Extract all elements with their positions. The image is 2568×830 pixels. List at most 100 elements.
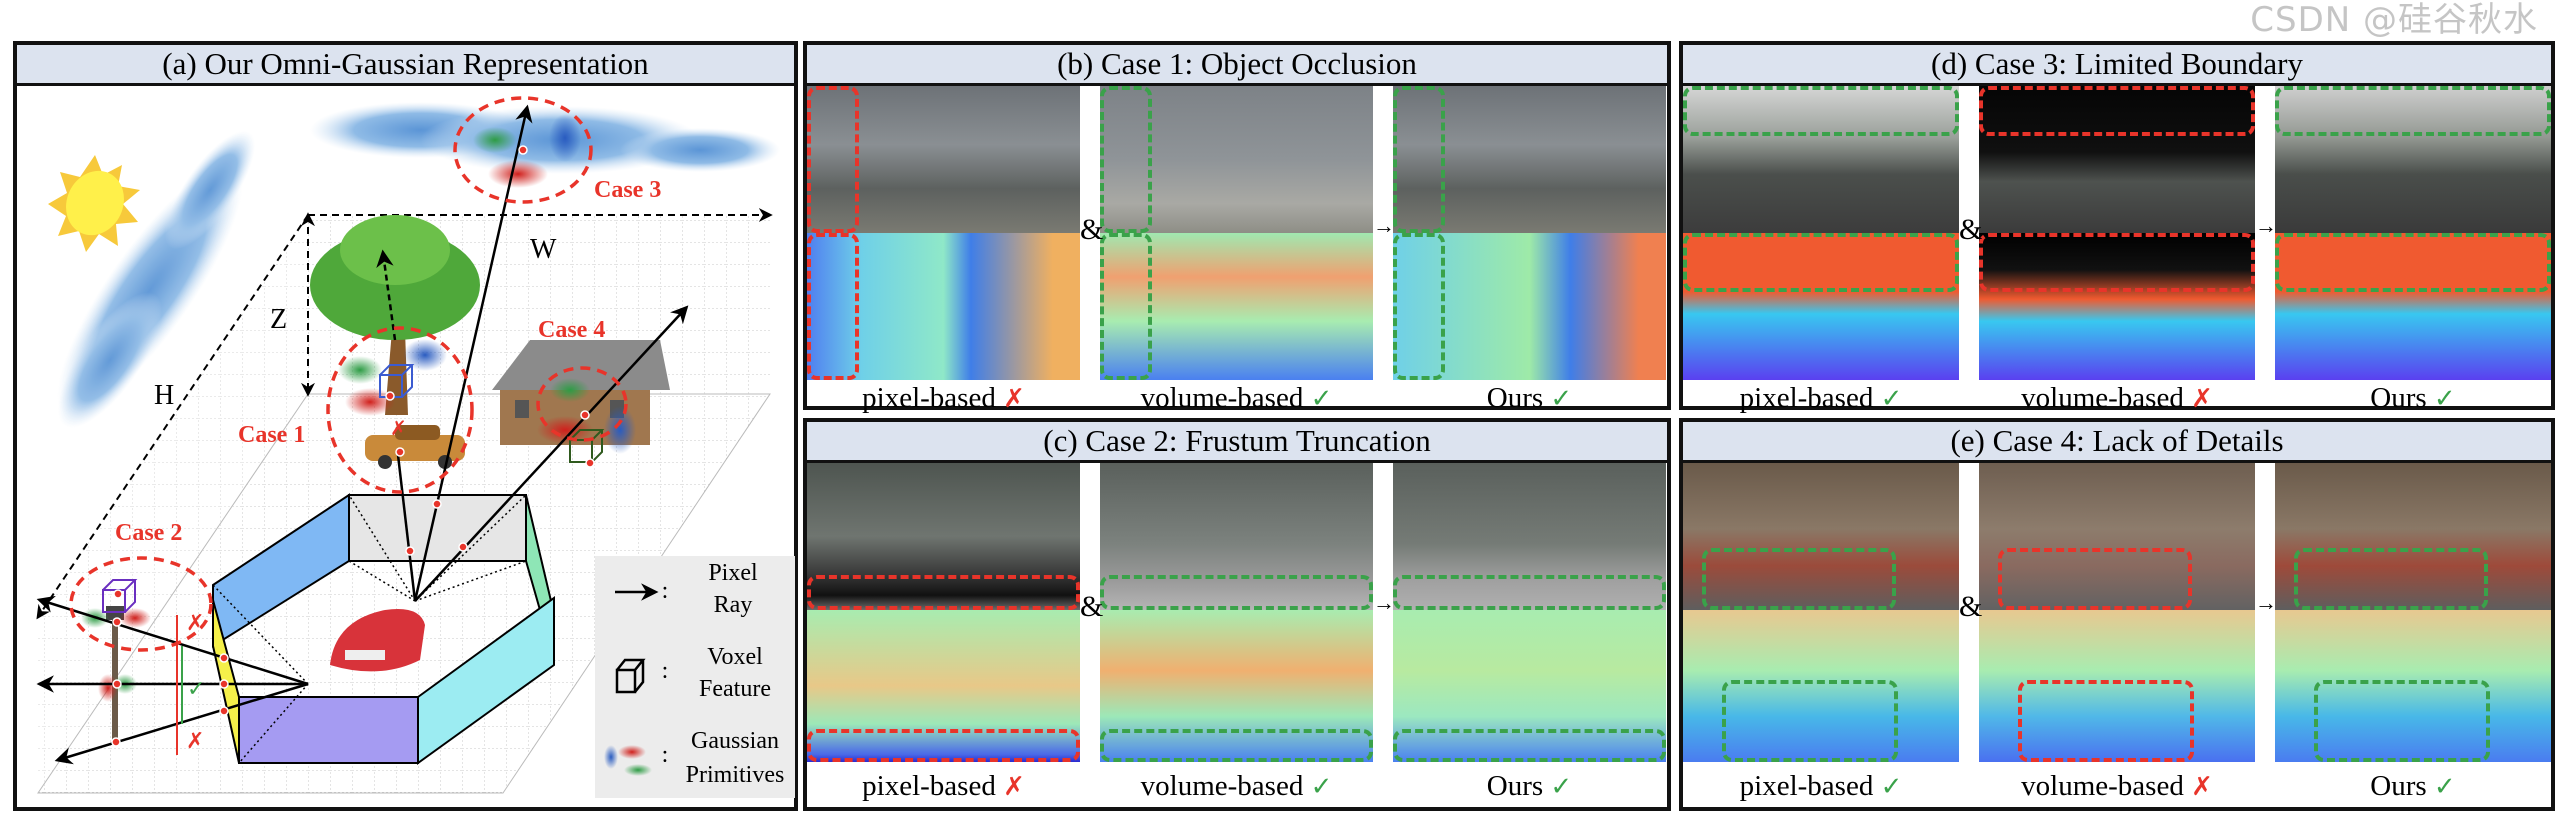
depth-map — [1683, 610, 1959, 762]
method-name: pixel-based — [1739, 770, 1874, 802]
panel-b: (b) Case 1: Object Occlusion pixel-based … — [803, 41, 1671, 414]
depth-map — [807, 233, 1080, 380]
method-label: pixel-based ✓ — [1683, 770, 1959, 803]
highlight-box — [1979, 233, 2255, 292]
rendered-image — [1683, 463, 1959, 610]
method-name: volume-based — [2021, 382, 2184, 414]
column-volume-based: volume-based ✓ — [1100, 463, 1373, 807]
method-name: volume-based — [1140, 770, 1304, 802]
ampersand-symbol: & — [1080, 213, 1104, 246]
cross-mark-icon: ✗ — [1003, 384, 1025, 414]
svg-text::: : — [662, 578, 669, 604]
depth-map — [2275, 610, 2551, 762]
legend-pixel-ray-line2: Ray — [714, 592, 753, 618]
method-label: pixel-based ✗ — [807, 770, 1080, 803]
svg-text::: : — [662, 742, 669, 768]
ampersand-symbol: & — [1959, 213, 1983, 246]
arrow-right-icon: → — [1373, 590, 1395, 615]
column-pixel-based: pixel-based ✗ — [807, 463, 1080, 807]
highlight-box — [1100, 728, 1373, 762]
highlight-box — [1100, 233, 1152, 380]
sample-points — [111, 145, 595, 747]
panel-d-title: (d) Case 3: Limited Boundary — [1683, 45, 2551, 86]
method-label: pixel-based ✓ — [1683, 382, 1959, 415]
column-ours: Ours ✓ — [1393, 86, 1666, 414]
cloud-left — [57, 130, 256, 428]
method-name: pixel-based — [862, 770, 996, 802]
cross-mark-icon: ✗ — [390, 416, 407, 440]
highlight-box — [2313, 679, 2491, 762]
rendered-image — [1100, 463, 1373, 610]
method-name: volume-based — [1140, 382, 1304, 414]
depth-map — [1979, 233, 2255, 380]
depth-map — [1393, 610, 1666, 762]
axis-label-h: H — [154, 380, 174, 411]
depth-map — [1100, 610, 1373, 762]
case-2-label: Case 2 — [115, 520, 182, 546]
legend-gaussian-line1: Gaussian — [691, 728, 779, 754]
highlight-box — [1393, 728, 1666, 762]
rendered-image — [1393, 86, 1666, 233]
arrow-right-icon: → — [2255, 590, 2277, 615]
rendered-image — [2275, 463, 2551, 610]
arrow-right-icon: → — [1373, 213, 1395, 238]
panel-a-title: (a) Our Omni-Gaussian Representation — [17, 45, 794, 86]
highlight-box — [1998, 548, 2192, 610]
method-label: Ours ✓ — [2275, 382, 2551, 415]
depth-map — [2275, 233, 2551, 380]
panel-e-title: (e) Case 4: Lack of Details — [1683, 422, 2551, 463]
cross-mark-icon: ✗ — [2191, 384, 2213, 414]
highlight-box — [1393, 574, 1666, 610]
rendered-image — [1979, 86, 2255, 233]
rendered-image — [2275, 86, 2551, 233]
cross-mark-icon: ✗ — [186, 611, 204, 636]
highlight-box — [807, 574, 1080, 610]
axis-label-w: W — [530, 234, 557, 265]
check-mark-icon: ✓ — [2433, 772, 2456, 802]
highlight-box — [2017, 679, 2195, 762]
watermark: CSDN @硅谷秋水 — [2250, 0, 2538, 40]
column-ours: Ours ✓ — [1393, 463, 1666, 807]
check-mark-icon: ✓ — [1880, 772, 1903, 802]
red-car-icon — [330, 609, 425, 672]
method-label: Ours ✓ — [1393, 770, 1666, 803]
legend: : : : Pixel Ray Voxel Feature Gaussian P… — [595, 556, 795, 798]
tree-icon — [310, 215, 480, 415]
legend-gaussian-line2: Primitives — [686, 762, 785, 788]
rendered-image — [807, 463, 1080, 610]
svg-text::: : — [662, 658, 669, 684]
method-name: Ours — [2370, 382, 2427, 414]
depth-map — [1100, 233, 1373, 380]
voxel-cube-icon — [615, 658, 646, 694]
orange-car-icon — [365, 425, 465, 469]
highlight-box — [807, 233, 859, 380]
depth-map — [1979, 610, 2255, 762]
highlight-box — [1702, 548, 1896, 610]
check-mark-icon: ✓ — [1310, 772, 1333, 802]
column-pixel-based: pixel-based ✓ — [1683, 463, 1959, 807]
highlight-box — [807, 86, 859, 233]
column-volume-based: volume-based ✓ — [1100, 86, 1373, 414]
column-ours: Ours ✓ — [2275, 86, 2551, 414]
method-label: volume-based ✓ — [1100, 382, 1373, 415]
method-name: Ours — [2370, 770, 2427, 802]
highlight-box — [1721, 679, 1899, 762]
highlight-box — [1393, 86, 1445, 233]
omni-gaussian-diagram: W Z H — [36, 96, 795, 798]
panel-c-title: (c) Case 2: Frustum Truncation — [807, 422, 1667, 463]
method-label: volume-based ✗ — [1979, 770, 2255, 803]
method-name: volume-based — [2021, 770, 2184, 802]
column-volume-based: volume-based ✗ — [1979, 463, 2255, 807]
depth-map — [1393, 233, 1666, 380]
camera-rig — [212, 493, 555, 765]
legend-voxel-line2: Feature — [699, 676, 771, 702]
arrow-right-icon: → — [2255, 213, 2277, 238]
rendered-image — [807, 86, 1080, 233]
axis-label-z: Z — [270, 304, 287, 335]
voxel-cubes — [102, 364, 605, 613]
method-name: pixel-based — [1739, 382, 1874, 414]
highlight-box — [1100, 86, 1152, 233]
check-mark-icon: ✓ — [1880, 384, 1903, 414]
highlight-box — [2275, 233, 2551, 292]
cloud-top — [310, 102, 780, 174]
